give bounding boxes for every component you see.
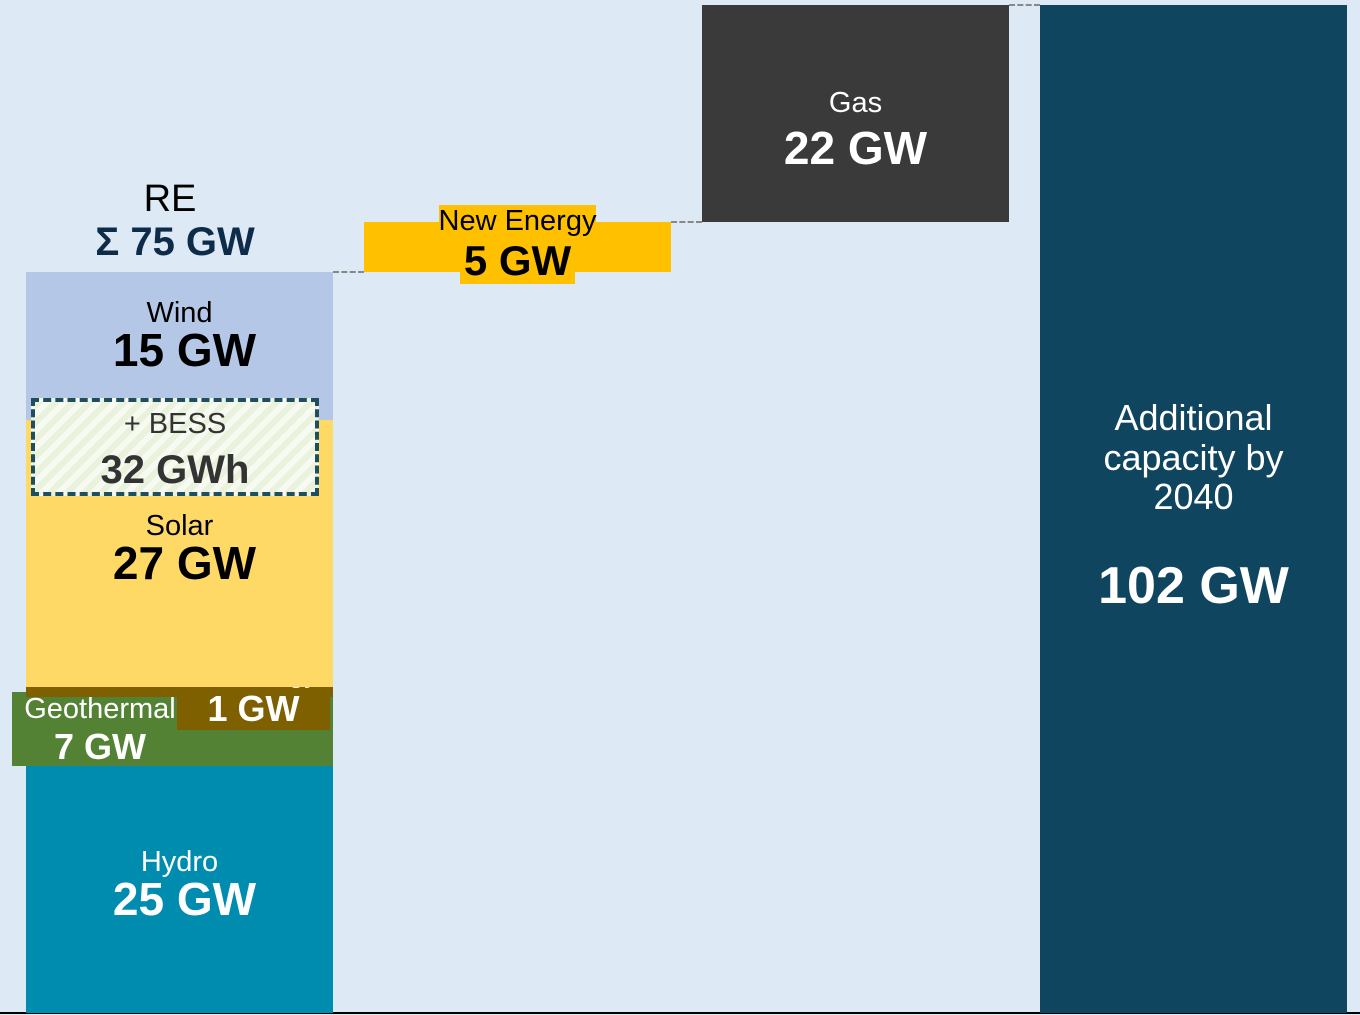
storage-box bbox=[31, 398, 319, 496]
stack-segment bbox=[26, 271, 333, 421]
segment-value: 15 GW bbox=[112, 323, 257, 376]
connector bbox=[1009, 4, 1040, 6]
step-bar bbox=[702, 5, 1009, 223]
segment-value: 25 GW bbox=[112, 872, 257, 925]
segment-name: Geothermal bbox=[24, 692, 176, 725]
total-label: Additional capacity by 2040 bbox=[1103, 397, 1284, 518]
connector bbox=[671, 221, 702, 224]
stack-segment bbox=[26, 765, 333, 1013]
step-value-text: 5 GW bbox=[459, 237, 576, 285]
connector bbox=[333, 270, 364, 273]
segment-value: 1 GW bbox=[207, 687, 300, 729]
segment-name: Solar bbox=[145, 510, 214, 543]
step-name: New Energy bbox=[364, 205, 671, 238]
total-value: 102 GW bbox=[1098, 557, 1289, 615]
step-name-text: New Energy bbox=[438, 205, 597, 238]
storage-label: + BESS bbox=[123, 408, 227, 440]
baseline bbox=[0, 1012, 1360, 1014]
step-value: 22 GW bbox=[783, 122, 928, 174]
sum-value: Σ 75 GW bbox=[95, 219, 255, 264]
segment-value: 27 GW bbox=[112, 537, 257, 590]
segment-name: Hydro bbox=[140, 845, 219, 878]
step-value: 5 GW bbox=[364, 237, 671, 285]
segment-value: 7 GW bbox=[53, 725, 146, 767]
total-bar bbox=[1040, 5, 1347, 1013]
step-name: Gas bbox=[828, 87, 883, 119]
storage-value: 32 GWh bbox=[100, 448, 250, 492]
sum-label: RE bbox=[143, 177, 197, 220]
segment-name: Wind bbox=[146, 296, 213, 329]
